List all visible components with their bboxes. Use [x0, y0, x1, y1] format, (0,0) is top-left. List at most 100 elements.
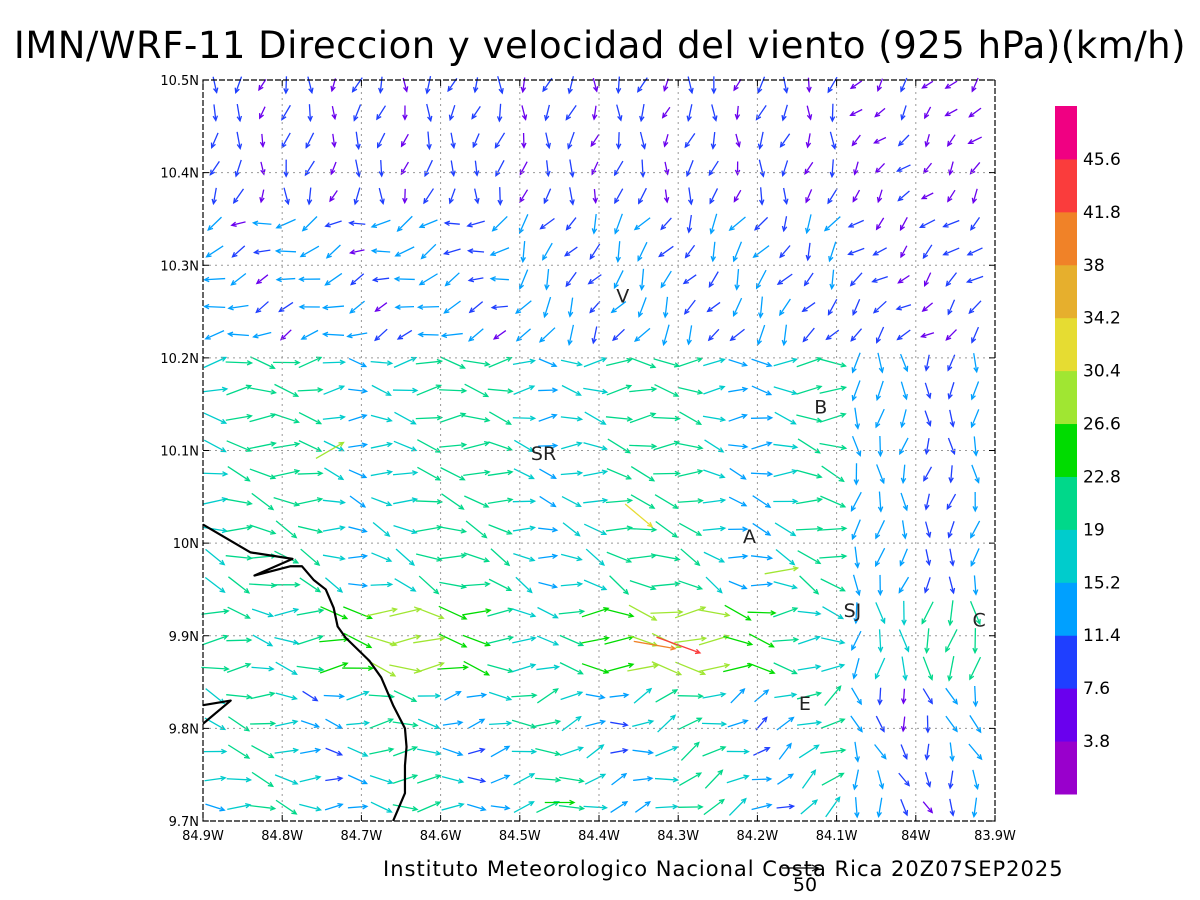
- wind-arrow-shaft: [441, 775, 464, 783]
- wind-arrow-shaft: [490, 745, 510, 758]
- wind-arrow-head: [371, 276, 379, 283]
- x-tick-label: 84.9W: [182, 829, 224, 844]
- wind-arrow-shaft: [760, 187, 763, 205]
- wind-arrow-shaft: [441, 493, 464, 510]
- wind-arrow-head: [728, 225, 735, 232]
- wind-arrow-head: [789, 559, 796, 566]
- wind-arrow-shaft: [634, 327, 651, 342]
- wind-arrow-shaft: [297, 472, 323, 475]
- wind-arrow-head: [741, 584, 748, 590]
- wind-arrow-shaft: [298, 440, 322, 452]
- wind-arrow-shaft: [821, 772, 844, 786]
- wind-arrow-shaft: [874, 136, 887, 144]
- wind-arrow: [854, 797, 860, 819]
- wind-arrow: [487, 607, 514, 617]
- wind-arrow-head: [283, 171, 289, 178]
- wind-arrow-head: [575, 390, 582, 396]
- wind-arrow-shaft: [702, 693, 726, 699]
- wind-arrow-head: [213, 87, 219, 94]
- wind-arrow-head: [317, 387, 324, 393]
- wind-arrow: [444, 272, 460, 287]
- y-tick-label: 10N: [173, 537, 199, 552]
- y-tick-label: 9.9N: [169, 630, 199, 645]
- wind-arrow-shaft: [593, 105, 597, 120]
- wind-arrow-head: [758, 312, 764, 319]
- wind-arrow: [536, 664, 561, 671]
- wind-arrow: [209, 160, 220, 176]
- wind-arrow-head: [338, 693, 346, 699]
- wind-arrow-shaft: [802, 302, 816, 312]
- wind-arrow-shaft: [616, 104, 622, 121]
- wind-arrow-head: [363, 720, 371, 726]
- wind-arrow-shaft: [773, 607, 798, 618]
- wind-arrow-shaft: [348, 469, 367, 478]
- wind-arrow-head: [391, 641, 398, 647]
- wind-arrow-head: [462, 664, 470, 671]
- wind-arrow: [538, 327, 556, 343]
- wind-arrow: [823, 216, 841, 232]
- wind-arrow-head: [902, 674, 908, 682]
- wind-arrow: [614, 188, 624, 205]
- wind-arrow-head: [920, 332, 927, 339]
- wind-arrow-head: [697, 389, 704, 395]
- colorbar-segment: [1055, 741, 1077, 795]
- wind-arrow-head: [875, 224, 882, 231]
- wind-arrow-shaft: [395, 548, 415, 566]
- wind-arrow-shaft: [297, 498, 322, 505]
- wind-arrow-shaft: [259, 106, 266, 119]
- wind-arrow-shaft: [698, 664, 730, 673]
- wind-arrow-shaft: [324, 803, 343, 811]
- wind-arrow: [851, 435, 862, 457]
- wind-arrow-shaft: [757, 324, 766, 345]
- wind-arrow: [227, 606, 251, 619]
- coastline: [202, 523, 408, 822]
- wind-arrow: [417, 774, 442, 784]
- wind-arrow-head: [324, 280, 331, 286]
- wind-arrow-head: [971, 86, 977, 93]
- wind-arrow-shaft: [279, 301, 294, 312]
- wind-arrow-head: [374, 335, 381, 342]
- wind-arrow-shaft: [511, 694, 537, 698]
- wind-arrow-head: [674, 581, 681, 587]
- wind-arrow-shaft: [853, 658, 860, 679]
- wind-arrow: [970, 548, 980, 567]
- wind-arrow: [273, 497, 301, 507]
- wind-arrow: [583, 469, 609, 477]
- wind-arrow: [250, 356, 276, 369]
- wind-arrow: [805, 133, 812, 149]
- wind-arrow-head: [966, 250, 973, 256]
- wind-arrow: [901, 600, 907, 626]
- wind-arrow-head: [496, 116, 503, 123]
- wind-arrow-shaft: [536, 635, 559, 646]
- wind-arrow-shaft: [819, 358, 846, 367]
- wind-arrow-head: [483, 557, 491, 563]
- wind-arrow-head: [223, 608, 230, 615]
- wind-arrow-shaft: [677, 386, 703, 394]
- wind-arrow-head: [970, 421, 976, 429]
- wind-arrow-shaft: [896, 304, 912, 310]
- wind-arrow-shaft: [511, 719, 536, 728]
- wind-arrow: [782, 187, 789, 206]
- wind-arrow-shaft: [851, 134, 861, 146]
- wind-arrow-head: [754, 224, 761, 231]
- wind-arrow: [605, 416, 634, 422]
- wind-arrow-head: [427, 115, 433, 123]
- wind-arrow: [305, 132, 315, 149]
- wind-arrow-head: [834, 796, 841, 803]
- wind-arrow: [515, 328, 531, 342]
- wind-arrow-shaft: [613, 270, 624, 289]
- wind-arrow-head: [651, 526, 658, 533]
- wind-arrow: [589, 243, 601, 261]
- wind-arrow-shaft: [487, 471, 513, 477]
- wind-arrow: [402, 188, 408, 205]
- wind-arrow-shaft: [877, 189, 883, 203]
- wind-arrow-head: [670, 714, 677, 721]
- wind-arrow-head: [805, 142, 812, 149]
- wind-arrow-shaft: [343, 606, 372, 619]
- wind-arrow-shaft: [877, 770, 884, 789]
- wind-arrow-shaft: [249, 524, 276, 535]
- wind-arrow-shaft: [474, 160, 478, 176]
- wind-arrow: [923, 272, 932, 287]
- wind-arrow: [758, 159, 766, 178]
- wind-arrow-shaft: [417, 748, 441, 755]
